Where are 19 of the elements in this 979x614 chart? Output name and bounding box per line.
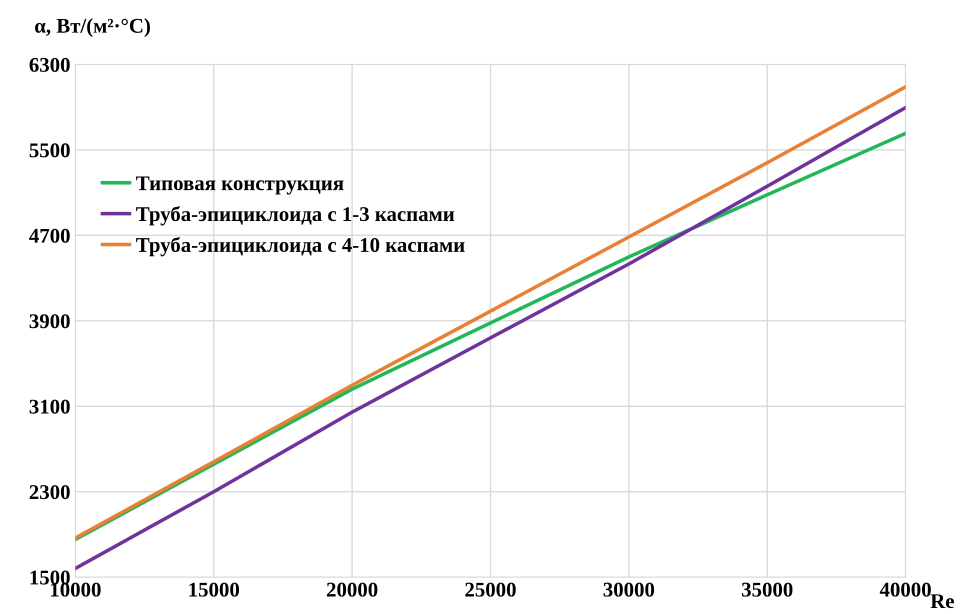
x-axis-title: Re (930, 594, 954, 608)
y-tick-label: 6300 (30, 58, 70, 72)
y-tick-label: 5500 (30, 143, 70, 158)
x-tick-label: 40000 (880, 582, 931, 597)
x-tick-label: 10000 (51, 582, 101, 597)
legend-label: Типовая конструкция (136, 176, 344, 195)
y-tick-label: 1500 (30, 570, 70, 585)
legend-label: Труба-эпициклоида с 1-3 каспами (136, 206, 454, 226)
y-tick-label: 4700 (29, 228, 70, 243)
x-tick-label: 20000 (326, 582, 378, 597)
y-tick-label: 3100 (30, 400, 70, 414)
x-tick-label: 35000 (742, 582, 792, 597)
y-tick-label: 3900 (30, 314, 70, 328)
x-tick-label: 30000 (604, 582, 654, 597)
x-tick-label: 15000 (189, 582, 239, 597)
y-axis-title: α, Вт/(м²·°C) (35, 18, 150, 38)
x-tick-label: 25000 (465, 582, 516, 597)
legend-label: Труба-эпициклоида с 4-10 каспами (136, 236, 465, 256)
y-tick-label: 2300 (30, 485, 70, 500)
